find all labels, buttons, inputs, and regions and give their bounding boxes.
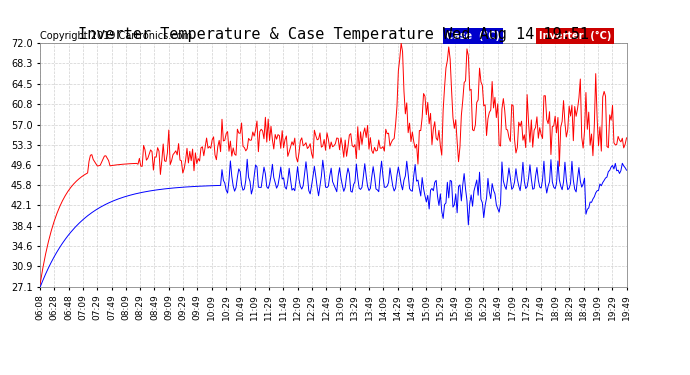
Text: Inverter  (°C): Inverter (°C) — [539, 31, 611, 41]
Text: Case  (°C): Case (°C) — [446, 31, 500, 41]
Text: Copyright 2019 Cartronics.com: Copyright 2019 Cartronics.com — [40, 31, 192, 41]
Title: Inverter Temperature & Case Temperature Wed Aug 14 19:51: Inverter Temperature & Case Temperature … — [78, 27, 589, 42]
